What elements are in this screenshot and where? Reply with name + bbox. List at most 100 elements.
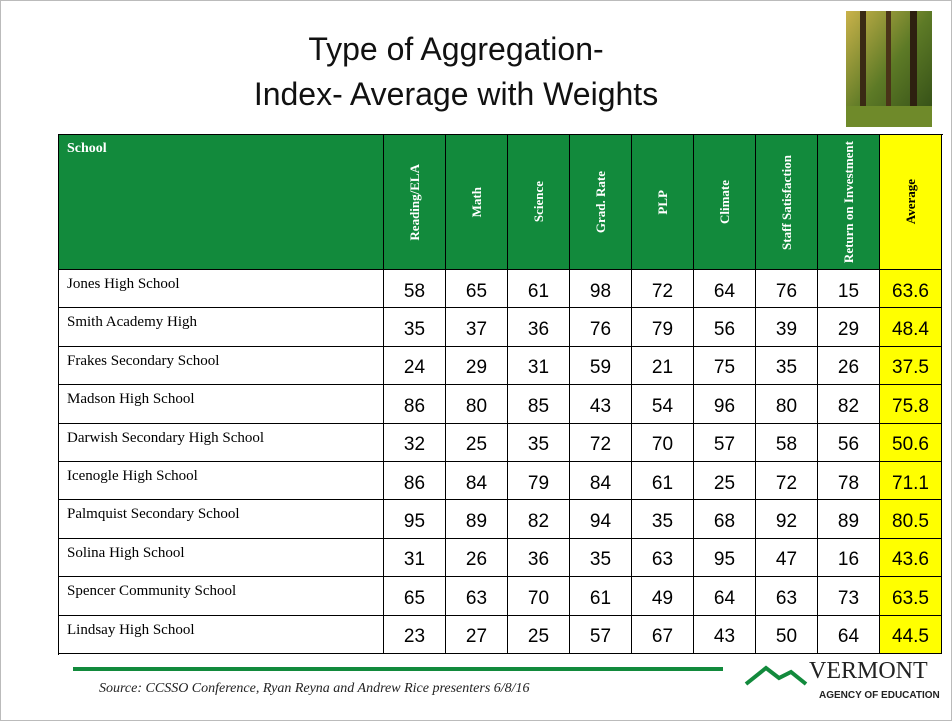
table: School Reading/ELA Math Science Grad. Rate PL… [58,134,943,655]
school-cell: Madson High School [59,385,384,424]
value-cell-text: 36 [527,549,550,571]
value-cell: 50 [756,615,818,654]
value-cell: 21 [632,346,694,386]
value-cell-text: 73 [837,587,860,609]
value-cell-text: 85 [527,395,550,417]
school-cell-text: Icenogle High School [67,468,198,484]
logo-name: VERMONT [809,658,928,684]
value-cell: 70 [508,577,570,616]
value-cell-text: 79 [651,319,674,341]
value-cell: 89 [818,500,880,539]
school-cell-text: Frakes Secondary School [67,352,220,369]
value-cell: 36 [508,538,570,578]
value-cell-text: 70 [527,587,550,609]
value-cell: 96 [694,385,756,424]
value-cell: 58 [384,270,446,309]
value-cell: 59 [570,346,632,386]
value-cell: 36 [508,308,570,347]
school-cell: Icenogle High School [59,462,384,501]
value-cell: 48.4 [880,308,942,347]
value-cell: 25 [508,615,570,654]
school-cell: Palmquist Secondary School [59,500,384,539]
value-cell-text: 37.5 [892,357,929,379]
value-cell-text: 56 [837,434,860,456]
value-cell: 49 [632,577,694,616]
value-cell-text: 75.8 [892,395,929,417]
value-cell: 43 [570,385,632,424]
value-cell: 35 [508,423,570,462]
value-cell: 37 [446,308,508,347]
header-cell-text: Math [468,186,484,218]
value-cell: 63.5 [880,577,942,616]
school-cell: Solina High School [59,538,384,578]
value-cell: 24 [384,346,446,386]
value-cell: 73 [818,577,880,616]
value-cell-text: 67 [651,626,674,648]
value-cell-text: 61 [651,472,674,494]
value-cell: 57 [570,615,632,654]
value-cell-text: 86 [403,395,426,417]
value-cell-text: 44.5 [892,626,929,648]
value-cell: 84 [446,462,508,501]
value-cell: 75.8 [880,385,942,424]
value-cell-text: 64 [837,626,860,648]
value-cell-text: 57 [589,626,612,648]
header-cell-text: Staff Satisfaction [778,154,794,250]
header-cell: Science [508,135,570,270]
value-cell-text: 76 [775,280,798,302]
value-cell: 80.5 [880,500,942,539]
value-cell: 95 [694,538,756,578]
value-cell-text: 23 [403,626,426,648]
value-cell: 56 [694,308,756,347]
value-cell-text: 92 [775,511,798,533]
value-cell: 63 [446,577,508,616]
value-cell-text: 89 [465,511,488,533]
value-cell: 54 [632,385,694,424]
value-cell-text: 31 [527,357,550,379]
value-cell-text: 29 [465,357,488,379]
value-cell: 70 [632,423,694,462]
value-cell-text: 27 [465,626,488,648]
value-cell-text: 68 [713,511,736,533]
value-cell-text: 35 [403,319,426,341]
school-cell-text: Palmquist Secondary School [67,506,240,523]
value-cell: 75 [694,346,756,386]
value-cell-text: 63.6 [892,280,929,302]
value-cell: 76 [756,270,818,309]
value-cell-text: 24 [403,357,426,379]
value-cell: 68 [694,500,756,539]
value-cell-text: 89 [837,511,860,533]
value-cell-text: 25 [527,626,550,648]
value-cell: 80 [756,385,818,424]
value-cell: 95 [384,500,446,539]
value-cell-text: 43.6 [892,549,929,571]
value-cell-text: 54 [651,395,674,417]
school-cell-text: Spencer Community School [67,583,237,600]
value-cell-text: 95 [713,549,736,571]
value-cell-text: 56 [713,319,736,341]
value-cell: 85 [508,385,570,424]
value-cell: 32 [384,423,446,462]
school-cell-text: Jones High School [67,276,180,292]
value-cell-text: 84 [589,472,612,494]
value-cell: 25 [446,423,508,462]
value-cell-text: 72 [775,472,798,494]
value-cell: 94 [570,500,632,539]
value-cell: 43 [694,615,756,654]
value-cell-text: 48.4 [892,319,929,341]
school-cell-text: Lindsay High School [67,621,195,638]
value-cell-text: 35 [527,434,550,456]
value-cell-text: 50 [775,626,798,648]
value-cell: 98 [570,270,632,309]
value-cell: 29 [818,308,880,347]
value-cell-text: 63 [775,587,798,609]
school-cell-text: Madson High School [67,391,195,408]
value-cell-text: 58 [775,434,798,456]
value-cell-text: 26 [465,549,488,571]
value-cell: 56 [818,423,880,462]
header-cell-text: Return on Investment [840,140,856,264]
value-cell-text: 37 [465,319,488,341]
value-cell: 29 [446,346,508,386]
value-cell: 35 [570,538,632,578]
value-cell-text: 94 [589,511,612,533]
